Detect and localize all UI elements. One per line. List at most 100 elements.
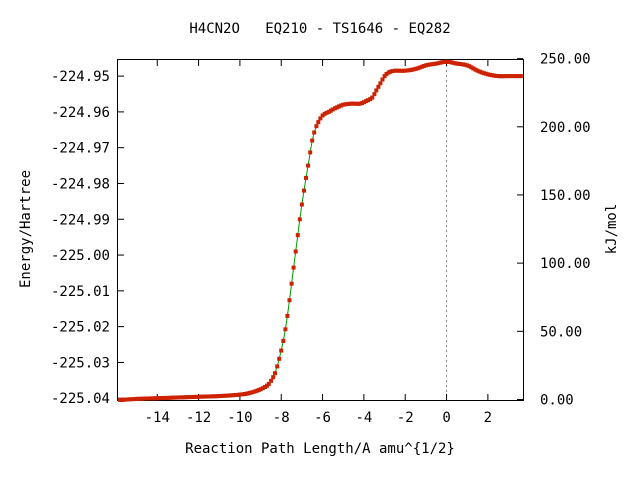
data-point (351, 101, 356, 106)
y2-tick-label: 150.00 (540, 188, 591, 204)
data-point (518, 74, 523, 79)
data-point (401, 68, 406, 73)
data-point (194, 394, 199, 399)
data-point (318, 116, 323, 121)
y-tick-label: -224.99 (51, 212, 110, 228)
data-point (444, 59, 449, 64)
data-point (188, 395, 193, 400)
y2-tick-label: 100.00 (540, 256, 591, 272)
data-point (291, 265, 296, 270)
y-tick-label: -225.03 (51, 355, 110, 371)
y2-tick-label: 200.00 (540, 120, 591, 136)
data-point (285, 313, 290, 318)
y-axis-label: Energy/Hartree (18, 170, 34, 288)
data-point (260, 386, 265, 391)
data-point (322, 111, 327, 116)
data-point (190, 395, 195, 399)
y2-tick-label: 50.00 (540, 324, 582, 340)
data-point (341, 102, 346, 107)
y-tick-label: -224.96 (51, 105, 110, 121)
data-point (337, 104, 341, 109)
data-point (490, 73, 494, 78)
data-point (175, 395, 180, 400)
data-point (364, 99, 368, 104)
data-point (513, 74, 518, 79)
data-point (209, 394, 213, 399)
data-point (316, 120, 321, 125)
data-point (228, 393, 233, 398)
data-point (226, 393, 230, 398)
data-point (452, 61, 457, 66)
data-point (357, 101, 362, 106)
data-point (417, 65, 422, 70)
data-point (302, 188, 306, 193)
y2-axis-label: kJ/mol (604, 204, 620, 255)
data-point (324, 110, 329, 115)
data-point (504, 74, 509, 79)
y-tick-label: -225.00 (51, 248, 110, 264)
data-point (258, 387, 263, 392)
x-tick-label: -6 (314, 410, 331, 426)
data-point (463, 62, 468, 67)
data-point (378, 81, 383, 86)
data-point (144, 396, 149, 401)
x-axis-label: Reaction Path Length/A amu^{1/2} (185, 441, 455, 457)
data-point (221, 393, 226, 398)
data-point (483, 71, 488, 76)
data-point (380, 77, 385, 82)
data-point (398, 68, 403, 73)
data-point (252, 389, 257, 394)
data-point (374, 88, 379, 93)
data-point (494, 73, 499, 78)
data-point (440, 60, 445, 65)
data-point (405, 68, 410, 73)
data-point (219, 394, 224, 398)
data-point (477, 69, 482, 74)
y-tick-label: -225.01 (51, 284, 110, 300)
data-point (125, 397, 129, 402)
data-point (213, 394, 218, 399)
data-point (157, 396, 162, 401)
data-point (217, 394, 222, 399)
data-point (339, 103, 344, 108)
y-tick-label: -224.95 (51, 69, 110, 85)
data-point (132, 397, 137, 402)
data-point (456, 61, 461, 66)
data-point (500, 74, 505, 79)
data-point (184, 395, 189, 400)
data-point (142, 396, 147, 401)
data-point (223, 393, 228, 398)
data-point (438, 60, 443, 65)
x-tick-label: -10 (227, 410, 252, 426)
x-tick-label: -14 (145, 410, 170, 426)
y-tick-label: -224.98 (51, 176, 110, 192)
data-point (165, 395, 170, 400)
data-point (390, 69, 395, 74)
data-point (127, 397, 132, 402)
y2-tick-label: 250.00 (540, 52, 591, 68)
data-point (289, 281, 294, 286)
data-point (508, 74, 513, 79)
plot-frame (117, 59, 524, 401)
data-point (269, 378, 274, 383)
data-point (347, 101, 352, 106)
data-point (506, 74, 511, 79)
data-point (169, 395, 174, 400)
data-point (159, 396, 164, 401)
data-point (372, 92, 377, 97)
data-point (163, 395, 168, 400)
data-point (428, 62, 432, 67)
data-point (469, 65, 474, 70)
x-tick-label: -2 (397, 410, 414, 426)
x-tick-label: 0 (442, 410, 450, 426)
data-point (382, 74, 387, 79)
data-point (376, 84, 381, 89)
data-point (279, 348, 284, 353)
data-point (304, 175, 308, 180)
data-point (411, 67, 416, 72)
x-tick-label: -12 (186, 410, 211, 426)
data-point (206, 394, 211, 399)
data-point (178, 395, 182, 400)
data-point (306, 163, 311, 168)
data-point (151, 396, 156, 401)
